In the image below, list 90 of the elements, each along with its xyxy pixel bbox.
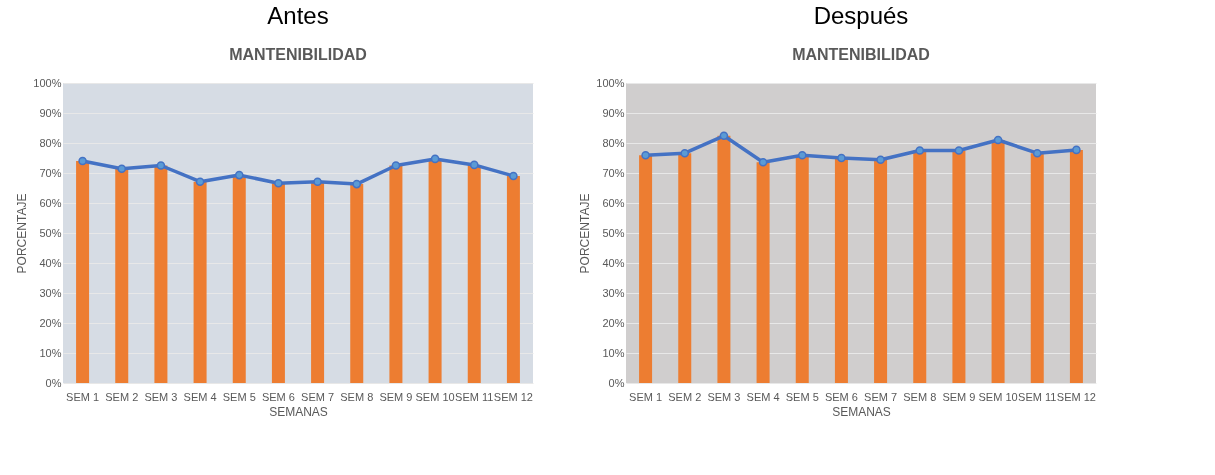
y-tick-label: 60%: [39, 196, 62, 209]
point: [352, 179, 362, 189]
y-tick-label: 90%: [602, 106, 625, 119]
y-tick-label: 80%: [39, 136, 62, 149]
bar: [795, 155, 809, 383]
y-tick-label: 50%: [39, 226, 62, 239]
y-axis-title: PORCENTAJE: [15, 193, 30, 274]
point: [156, 161, 166, 170]
x-tick-label: SEM 8: [340, 390, 374, 403]
x-tick-label: SEM 1: [66, 390, 100, 403]
chart-subtitle: MANTENIBILIDAD: [229, 46, 367, 63]
x-tick-label: SEM 8: [903, 390, 937, 403]
bar: [1069, 149, 1083, 383]
bar: [717, 135, 731, 383]
bar: [913, 150, 927, 383]
x-tick-label: SEM 4: [183, 390, 217, 403]
point: [993, 135, 1003, 145]
bar: [678, 153, 692, 383]
x-tick-label: SEM 1: [629, 390, 663, 403]
x-tick-label: SEM 6: [261, 390, 295, 403]
chart-subtitle: MANTENIBILIDAD: [792, 46, 930, 63]
y-tick-label: 70%: [39, 166, 62, 179]
y-tick-label: 0%: [608, 376, 625, 389]
bar: [834, 158, 848, 383]
x-tick-label: SEM 9: [942, 390, 976, 403]
x-tick-label: SEM 10: [978, 390, 1018, 403]
x-axis-title: SEMANAS: [832, 404, 891, 419]
bar: [639, 155, 653, 383]
x-tick-label: SEM 5: [222, 390, 256, 403]
y-tick-label: 90%: [39, 106, 62, 119]
point: [680, 148, 690, 158]
x-tick-label: SEM 7: [301, 390, 335, 403]
point: [915, 146, 925, 155]
point: [1032, 148, 1042, 158]
point: [469, 160, 479, 170]
x-tick-label: SEM 5: [785, 390, 819, 403]
point: [313, 177, 322, 186]
y-tick-label: 100%: [33, 76, 62, 89]
y-tick-label: 20%: [39, 316, 62, 329]
x-tick-label: SEM 3: [144, 390, 178, 403]
bar: [874, 159, 888, 383]
point: [641, 151, 650, 160]
point: [954, 146, 964, 155]
y-tick-label: 40%: [39, 256, 62, 269]
y-axis-title: PORCENTAJE: [578, 193, 593, 274]
point: [509, 171, 518, 181]
y-tick-label: 50%: [602, 226, 625, 239]
point: [1072, 145, 1081, 155]
x-tick-label: SEM 7: [864, 390, 898, 403]
x-tick-label: SEM 10: [415, 390, 455, 403]
point: [274, 178, 283, 188]
chart-title: Después: [813, 2, 909, 29]
point: [430, 154, 440, 164]
point: [876, 155, 885, 165]
y-tick-label: 10%: [602, 346, 625, 359]
y-tick-label: 10%: [39, 346, 62, 359]
y-tick-label: 80%: [602, 136, 625, 149]
y-tick-label: 40%: [602, 256, 625, 269]
y-tick-label: 70%: [602, 166, 625, 179]
bar: [1030, 153, 1044, 383]
x-tick-label: SEM 4: [746, 390, 780, 403]
point: [837, 153, 846, 163]
bar: [952, 150, 966, 383]
point: [195, 177, 205, 186]
y-tick-label: 60%: [602, 196, 625, 209]
bar: [991, 140, 1005, 383]
y-tick-label: 100%: [596, 76, 625, 89]
point: [117, 164, 127, 174]
x-axis-title: SEMANAS: [269, 404, 328, 419]
point: [391, 161, 401, 170]
x-tick-label: SEM 6: [824, 390, 858, 403]
point: [234, 170, 244, 180]
x-tick-label: SEM 3: [707, 390, 741, 403]
x-tick-label: SEM 2: [668, 390, 702, 403]
y-tick-label: 30%: [602, 286, 625, 299]
x-tick-label: SEM 11: [1018, 390, 1057, 403]
y-tick-label: 30%: [39, 286, 62, 299]
y-tick-label: 0%: [45, 376, 62, 389]
x-tick-label: SEM 2: [105, 390, 139, 403]
x-tick-label: SEM 12: [493, 390, 533, 403]
bar: [756, 162, 770, 383]
point: [758, 157, 768, 167]
point: [797, 151, 807, 160]
point: [78, 156, 87, 166]
y-tick-label: 20%: [602, 316, 625, 329]
x-tick-label: SEM 11: [455, 390, 494, 403]
x-tick-label: SEM 12: [1056, 390, 1096, 403]
point: [719, 131, 729, 141]
chart-title: Antes: [267, 2, 329, 29]
x-tick-label: SEM 9: [379, 390, 413, 403]
